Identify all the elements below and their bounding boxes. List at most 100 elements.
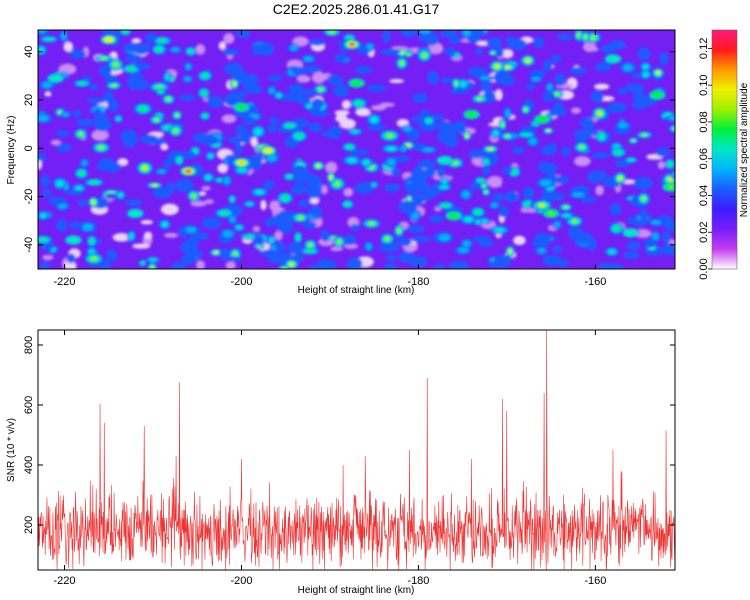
heatmap-cell xyxy=(406,144,410,147)
heatmap-cell xyxy=(488,153,499,166)
heatmap-cell xyxy=(539,179,552,187)
heatmap-cell xyxy=(520,207,528,213)
heatmap-cell xyxy=(350,224,361,231)
heatmap-cell xyxy=(334,181,340,186)
heatmap-cell xyxy=(206,96,224,108)
heatmap-cell xyxy=(583,122,595,130)
heatmap-cell xyxy=(66,253,76,264)
heatmap-cell xyxy=(90,181,98,184)
heatmap-cell xyxy=(671,171,675,178)
heatmap-cell xyxy=(440,30,458,39)
heatmap-cell xyxy=(309,196,320,205)
heatmap-cell xyxy=(296,75,311,83)
heatmap-cell xyxy=(292,36,309,47)
heatmap-cell xyxy=(230,255,240,263)
heatmap-cell xyxy=(403,126,412,132)
heatmap-cell xyxy=(201,186,211,191)
heatmap-cell xyxy=(164,232,179,238)
heatmap-cell xyxy=(296,134,303,139)
heatmap-cell xyxy=(594,83,610,90)
heatmap-cell xyxy=(291,184,308,195)
heatmap-cell xyxy=(613,226,620,231)
heatmap-cell xyxy=(407,53,410,56)
heatmap-cell xyxy=(96,159,115,172)
heatmap-cell xyxy=(469,182,482,191)
heatmap-cell xyxy=(217,163,229,174)
heatmap-cell xyxy=(433,264,446,269)
heatmap-cell xyxy=(160,143,169,151)
heatmap-cell xyxy=(196,260,205,269)
heatmap-cell xyxy=(321,130,339,138)
heatmap-cell xyxy=(152,184,157,187)
heatmap-cell xyxy=(190,200,207,207)
heatmap-cell xyxy=(495,64,500,68)
heatmap-cell xyxy=(230,197,234,201)
heatmap-cell xyxy=(537,248,546,254)
heatmap-cell xyxy=(617,88,628,95)
heatmap-cell xyxy=(122,44,141,52)
heatmap-cell xyxy=(428,42,444,55)
heatmap-cell xyxy=(306,249,314,253)
colorbar-label: Normalized spectral amplitude xyxy=(739,82,750,217)
heatmap-cell xyxy=(452,161,458,165)
heatmap-cell xyxy=(492,192,505,202)
heatmap-cell xyxy=(163,158,172,169)
heatmap-cell xyxy=(622,251,640,259)
heatmap-cell xyxy=(286,124,293,128)
heatmap-cell xyxy=(573,129,592,141)
heatmap-cell xyxy=(233,252,237,257)
heatmap-y-axis: -40 -20 0 20 40 xyxy=(23,46,675,253)
heatmap-cell xyxy=(627,217,638,225)
heatmap-cell xyxy=(475,48,484,55)
snr-frame xyxy=(37,329,676,571)
heatmap-cell xyxy=(366,124,386,131)
heatmap-cell xyxy=(252,225,261,233)
heatmap-cell xyxy=(229,91,242,105)
heatmap-cell xyxy=(505,135,510,138)
heatmap-cell xyxy=(445,47,456,58)
heatmap-cell xyxy=(98,146,104,150)
heatmap-cell xyxy=(528,137,537,145)
heatmap-cell xyxy=(389,78,404,84)
heatmap-cell xyxy=(554,73,566,87)
heatmap-cell xyxy=(539,204,545,207)
heatmap-cell xyxy=(269,237,274,243)
heatmap-cell xyxy=(643,72,649,77)
heatmap-cell xyxy=(259,249,279,257)
heatmap-cell xyxy=(490,202,498,208)
heatmap-cell xyxy=(156,47,162,52)
heatmap-cell xyxy=(40,261,50,269)
snr-series-line xyxy=(38,330,675,570)
heatmap-cell xyxy=(158,90,163,93)
heatmap-cell xyxy=(63,41,74,53)
heatmap-cell xyxy=(72,110,82,117)
heatmap-cell xyxy=(77,199,88,207)
heatmap-cell xyxy=(44,91,52,97)
heatmap-cell xyxy=(81,160,88,166)
heatmap-cell xyxy=(557,258,569,267)
heatmap-cell xyxy=(449,261,469,269)
heatmap-cell xyxy=(590,91,604,103)
heatmap-cell xyxy=(379,242,399,253)
heatmap-cell xyxy=(290,45,298,51)
heatmap-cell xyxy=(64,260,77,269)
heatmap-cell xyxy=(329,175,333,179)
heatmap-cell xyxy=(384,263,397,269)
heatmap-cell xyxy=(316,164,320,167)
heatmap-cell xyxy=(131,38,142,44)
heatmap-cell xyxy=(221,114,237,124)
heatmap-cell xyxy=(442,204,449,207)
snr-panel: -220 -200 -180 -160 200 400 600 800 Height of … xyxy=(6,329,676,596)
heatmap-cell xyxy=(142,166,147,170)
heatmap-cell xyxy=(448,36,462,44)
heatmap-cell xyxy=(141,261,145,265)
heatmap-cell xyxy=(668,116,675,121)
heatmap-cell xyxy=(480,76,491,81)
heatmap-cell xyxy=(349,149,370,156)
heatmap-cell xyxy=(291,66,309,76)
heatmap-cell xyxy=(321,184,328,195)
heatmap-cell xyxy=(607,102,627,113)
heatmap-cell xyxy=(203,114,207,118)
heatmap-cell xyxy=(98,65,112,77)
heatmap-cell xyxy=(462,30,472,37)
